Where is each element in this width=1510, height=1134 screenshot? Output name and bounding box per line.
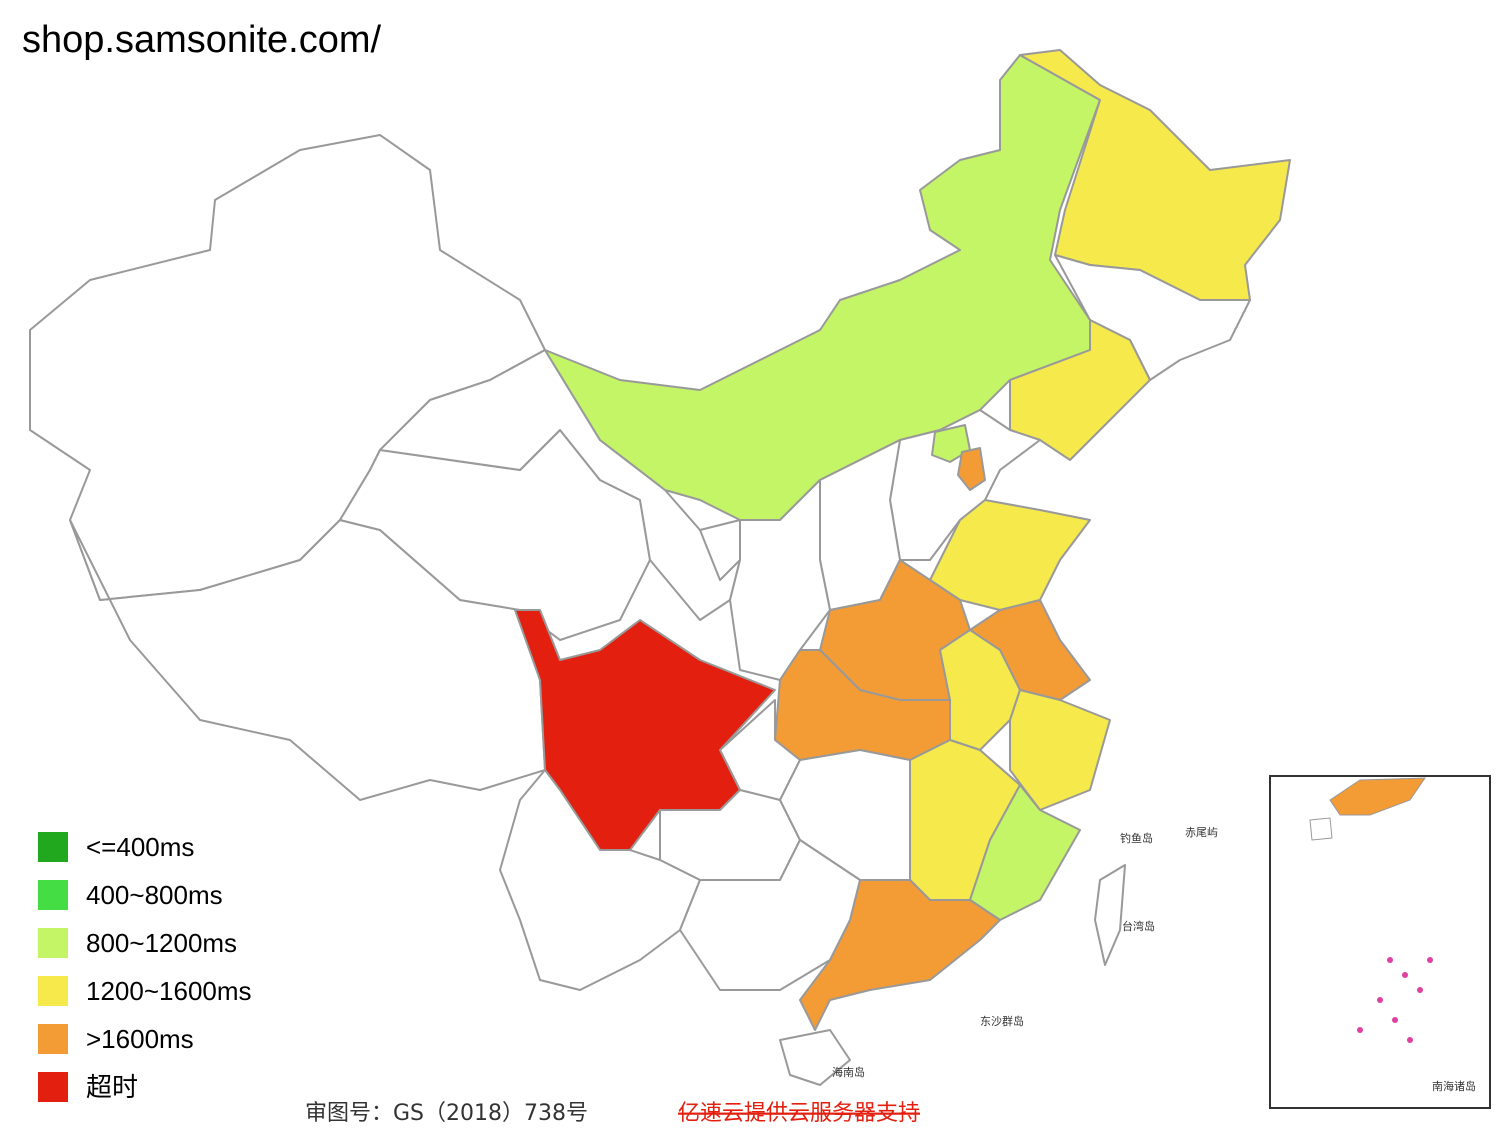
inset-dots <box>1357 957 1433 1043</box>
legend-swatch <box>38 1072 68 1102</box>
provinces <box>29 49 1291 1086</box>
legend-label: >1600ms <box>86 1024 194 1054</box>
region <box>779 1029 851 1086</box>
map-label: 台湾岛 <box>1122 919 1155 933</box>
region <box>957 447 986 491</box>
inset-frame <box>1269 775 1491 1109</box>
legend-label: 超时 <box>86 1072 138 1102</box>
region <box>1009 319 1151 461</box>
legend-swatch <box>38 976 68 1006</box>
map-label: 东沙群岛 <box>980 1014 1024 1028</box>
legend-label: 400~800ms <box>86 880 223 910</box>
inset-coast <box>1329 777 1426 816</box>
inset <box>1269 775 1491 1109</box>
map-label: 赤尾屿 <box>1185 826 1218 839</box>
region <box>931 424 971 463</box>
region <box>1019 49 1291 301</box>
region <box>969 784 1081 921</box>
legend-label: 800~1200ms <box>86 928 237 958</box>
legend-swatch <box>38 928 68 958</box>
region <box>679 839 861 991</box>
region <box>1009 689 1111 811</box>
legend-label: 1200~1600ms <box>86 976 252 1006</box>
map-label: 钓鱼岛 <box>1120 831 1153 845</box>
sponsor: 亿速云提供云服务器支持 <box>678 1101 920 1126</box>
map-label: 海南岛 <box>832 1065 865 1079</box>
legend-swatch <box>38 880 68 910</box>
approval-number: 审图号：GS（2018）738号 <box>305 1101 588 1126</box>
legend: <=400ms 400~800ms 800~1200ms 1200~1600ms >16… <box>38 832 252 1102</box>
inset-island <box>1309 817 1333 841</box>
region <box>699 519 741 581</box>
region <box>1094 864 1126 966</box>
legend-label: <=400ms <box>86 832 194 862</box>
legend-swatch <box>38 832 68 862</box>
region <box>799 879 1001 1031</box>
title: shop.samsonite.com/ <box>22 19 381 61</box>
legend-swatch <box>38 1024 68 1054</box>
map-label: 南海诸岛 <box>1432 1079 1476 1093</box>
